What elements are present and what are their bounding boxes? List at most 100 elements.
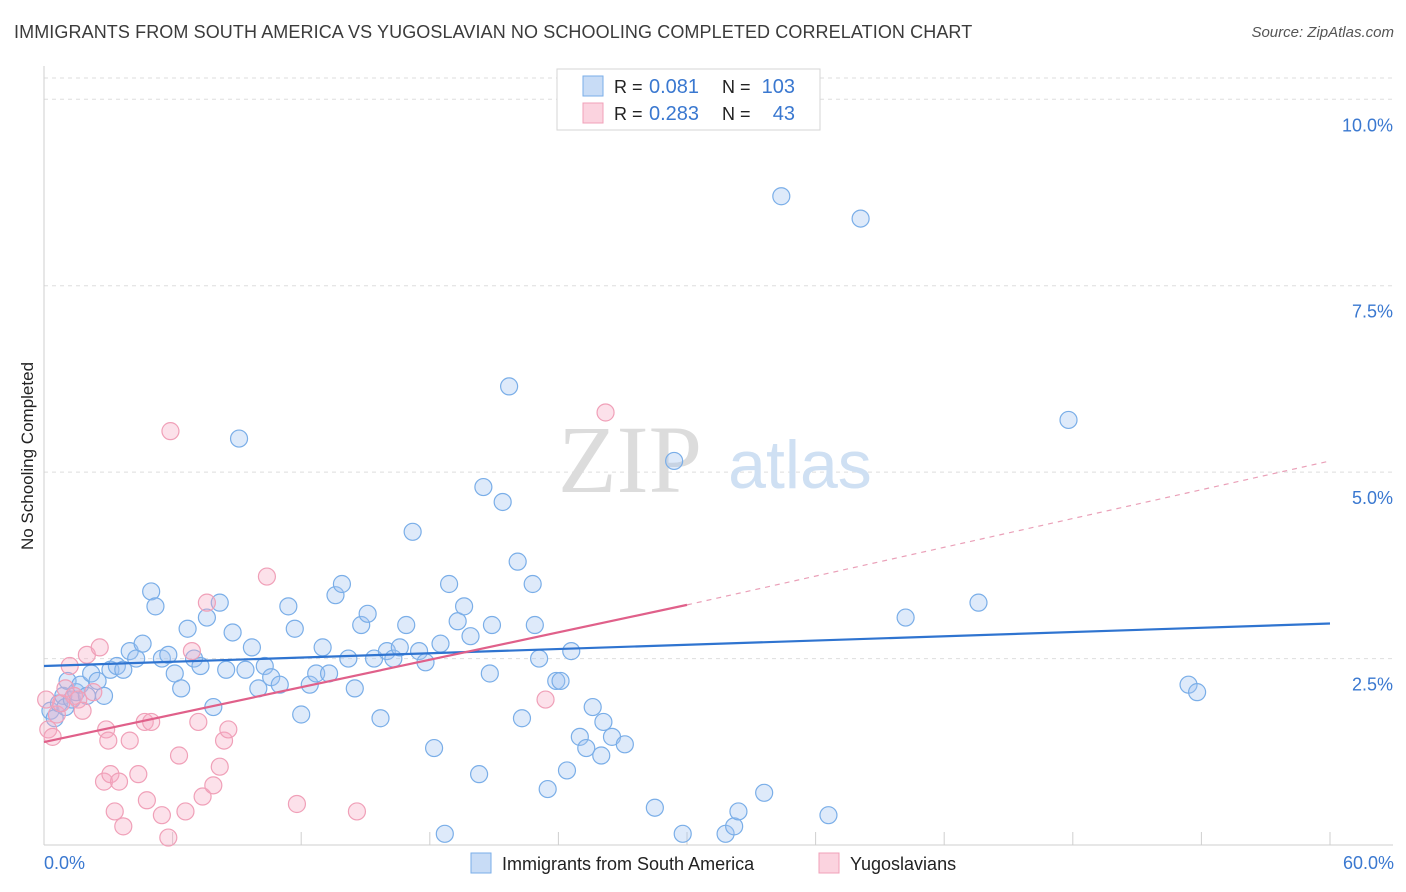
- point-south-america: [557, 761, 577, 780]
- point-yugoslavian: [47, 705, 66, 724]
- bottom-legend-swatch-blue: [470, 852, 492, 874]
- point-yugoslavian: [197, 593, 216, 612]
- legend-swatch-pink: [582, 102, 604, 124]
- point-yugoslavian: [159, 828, 178, 847]
- watermark-atlas: atlas: [728, 427, 872, 503]
- point-south-america: [217, 660, 236, 679]
- point-yugoslavian: [90, 638, 109, 657]
- point-south-america: [390, 638, 409, 657]
- legend-r-label-pink: R =: [614, 104, 643, 124]
- point-south-america: [461, 627, 480, 646]
- trend-lines: [43, 460, 1331, 744]
- legend-n-label-blue: N =: [722, 77, 751, 97]
- point-south-america: [345, 679, 364, 698]
- point-south-america: [229, 429, 249, 448]
- point-yugoslavian: [94, 772, 114, 791]
- point-yugoslavian: [169, 746, 189, 765]
- point-south-america: [547, 671, 566, 691]
- y-tick-label: 10.0%: [1342, 115, 1393, 135]
- point-yugoslavian: [210, 757, 229, 776]
- point-south-america: [523, 574, 542, 594]
- point-south-america: [665, 451, 684, 471]
- point-south-america: [500, 377, 519, 396]
- legend-r-value-pink: 0.283: [649, 103, 699, 125]
- point-south-america: [480, 664, 499, 683]
- point-yugoslavian: [137, 791, 156, 810]
- point-yugoslavian: [536, 690, 555, 709]
- point-south-america: [292, 705, 311, 724]
- point-south-america: [339, 649, 358, 668]
- point-south-america: [146, 597, 165, 616]
- point-south-america: [236, 660, 255, 679]
- point-yugoslavian: [105, 802, 124, 821]
- point-south-america: [178, 619, 197, 638]
- point-south-america: [772, 187, 791, 206]
- point-south-america: [583, 697, 602, 717]
- x-tick-labels: 0.0% 60.0%: [44, 853, 1394, 873]
- point-south-america: [94, 686, 114, 705]
- point-south-america: [819, 806, 838, 825]
- y-tick-label: 5.0%: [1352, 488, 1393, 508]
- point-south-america: [729, 802, 748, 821]
- point-south-america: [755, 783, 774, 802]
- bottom-legend: Immigrants from South America Yugoslavia…: [470, 852, 956, 874]
- point-yugoslavian: [43, 727, 62, 746]
- point-yugoslavian: [182, 642, 201, 661]
- point-yugoslavian: [69, 690, 88, 709]
- x-tick-max: 60.0%: [1343, 853, 1394, 873]
- point-south-america: [851, 209, 870, 228]
- bottom-legend-label-blue: Immigrants from South America: [502, 854, 755, 874]
- point-south-america: [114, 660, 133, 679]
- point-south-america: [172, 679, 191, 698]
- point-south-america: [1059, 410, 1078, 430]
- point-south-america: [577, 738, 596, 758]
- point-yugoslavian: [114, 817, 133, 836]
- point-south-america: [358, 604, 377, 623]
- point-south-america: [454, 597, 474, 616]
- point-yugoslavian: [193, 787, 212, 806]
- point-south-america: [133, 634, 152, 653]
- point-south-america: [210, 593, 229, 612]
- point-south-america: [525, 615, 544, 635]
- chart-title: IMMIGRANTS FROM SOUTH AMERICA VS YUGOSLA…: [14, 22, 973, 42]
- point-south-america: [313, 638, 332, 657]
- point-south-america: [285, 619, 304, 638]
- legend-n-value-pink: 43: [773, 103, 795, 125]
- point-south-america: [615, 735, 634, 754]
- point-south-america: [530, 649, 549, 668]
- point-south-america: [307, 664, 326, 683]
- point-south-america: [570, 727, 589, 746]
- point-yugoslavian: [84, 683, 103, 702]
- x-tick-min: 0.0%: [44, 853, 85, 873]
- point-south-america: [645, 798, 664, 817]
- point-south-america: [403, 522, 422, 541]
- point-south-america: [142, 582, 161, 601]
- point-yugoslavian: [287, 794, 307, 814]
- y-tick-labels: 2.5% 5.0% 7.5% 10.0%: [1342, 115, 1393, 694]
- point-south-america: [371, 709, 390, 728]
- point-yugoslavian: [204, 776, 223, 795]
- watermark-zip: ZIP: [558, 406, 702, 513]
- y-tick-label: 2.5%: [1352, 675, 1393, 695]
- legend-n-label-pink: N =: [722, 104, 751, 124]
- point-yugoslavian: [347, 802, 367, 821]
- point-south-america: [493, 492, 512, 512]
- point-south-america: [435, 824, 454, 843]
- point-south-america: [725, 817, 744, 836]
- point-south-america: [326, 586, 345, 605]
- legend-swatch-blue: [582, 75, 604, 97]
- point-south-america: [673, 824, 692, 843]
- point-south-america: [279, 597, 298, 616]
- legend-r-value-blue: 0.081: [649, 76, 699, 98]
- point-yugoslavian: [129, 765, 148, 784]
- point-yugoslavian: [257, 567, 277, 586]
- point-south-america: [562, 642, 581, 661]
- point-south-america: [431, 634, 450, 653]
- point-south-america: [223, 623, 242, 642]
- trend-line-yugoslavian: [43, 603, 688, 744]
- point-south-america: [197, 608, 216, 627]
- point-yugoslavian: [73, 701, 92, 720]
- point-south-america: [551, 671, 570, 691]
- point-yugoslavian: [176, 802, 195, 821]
